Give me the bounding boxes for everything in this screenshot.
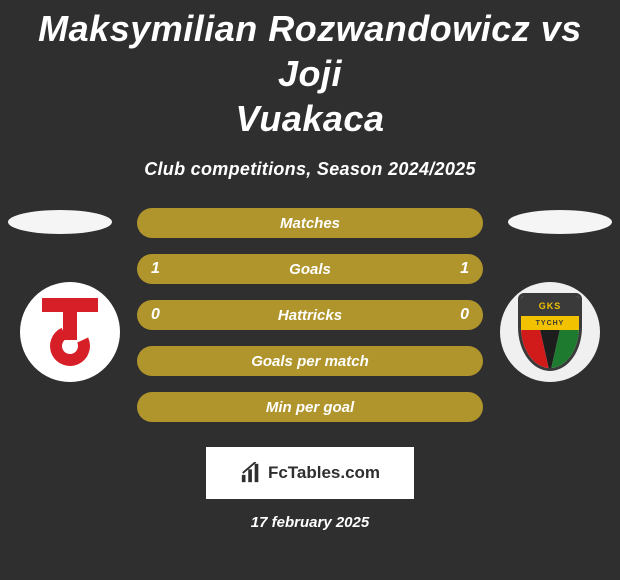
left-crest-bg xyxy=(20,282,120,382)
left-player-oval xyxy=(8,210,112,234)
stat-row-min-per-goal: Min per goal xyxy=(137,392,483,422)
stat-row-hattricks: 0 Hattricks 0 xyxy=(137,300,483,330)
stat-right-value: 0 xyxy=(460,306,469,324)
shield-mid-text: TYCHY xyxy=(536,320,565,327)
stat-label: Matches xyxy=(280,215,340,232)
shield-top-text: GKS xyxy=(539,301,562,311)
bar-chart-icon xyxy=(240,462,262,484)
title-line-1: Maksymilian Rozwandowicz vs Joji xyxy=(38,8,582,94)
stat-left-value: 1 xyxy=(151,260,160,278)
stat-row-goals: 1 Goals 1 xyxy=(137,254,483,284)
title-line-2: Vuakaca xyxy=(236,98,385,139)
stat-left-value: 0 xyxy=(151,306,160,324)
subtitle: Club competitions, Season 2024/2025 xyxy=(0,159,620,180)
infographic-date: 17 february 2025 xyxy=(0,514,620,531)
stat-row-matches: Matches xyxy=(137,208,483,238)
stat-row-goals-per-match: Goals per match xyxy=(137,346,483,376)
comparison-arena: GKS TYCHY Matches 1 Goals 1 0 Hattricks … xyxy=(0,208,620,531)
page-title: Maksymilian Rozwandowicz vs Joji Vuakaca xyxy=(0,0,620,141)
stat-label: Hattricks xyxy=(278,307,342,324)
right-player-oval xyxy=(508,210,612,234)
stat-label: Goals per match xyxy=(251,353,369,370)
stat-label: Min per goal xyxy=(266,399,354,416)
left-club-crest xyxy=(20,282,120,382)
right-crest-shield: GKS TYCHY xyxy=(518,293,582,371)
stat-label: Goals xyxy=(289,261,331,278)
right-club-crest: GKS TYCHY xyxy=(500,282,600,382)
right-crest-bg: GKS TYCHY xyxy=(500,282,600,382)
stat-right-value: 1 xyxy=(460,260,469,278)
brand-text: FcTables.com xyxy=(268,463,380,483)
brand-box: FcTables.com xyxy=(205,446,415,500)
stats-pill-list: Matches 1 Goals 1 0 Hattricks 0 Goals pe… xyxy=(137,208,483,422)
left-crest-mark xyxy=(42,298,98,366)
